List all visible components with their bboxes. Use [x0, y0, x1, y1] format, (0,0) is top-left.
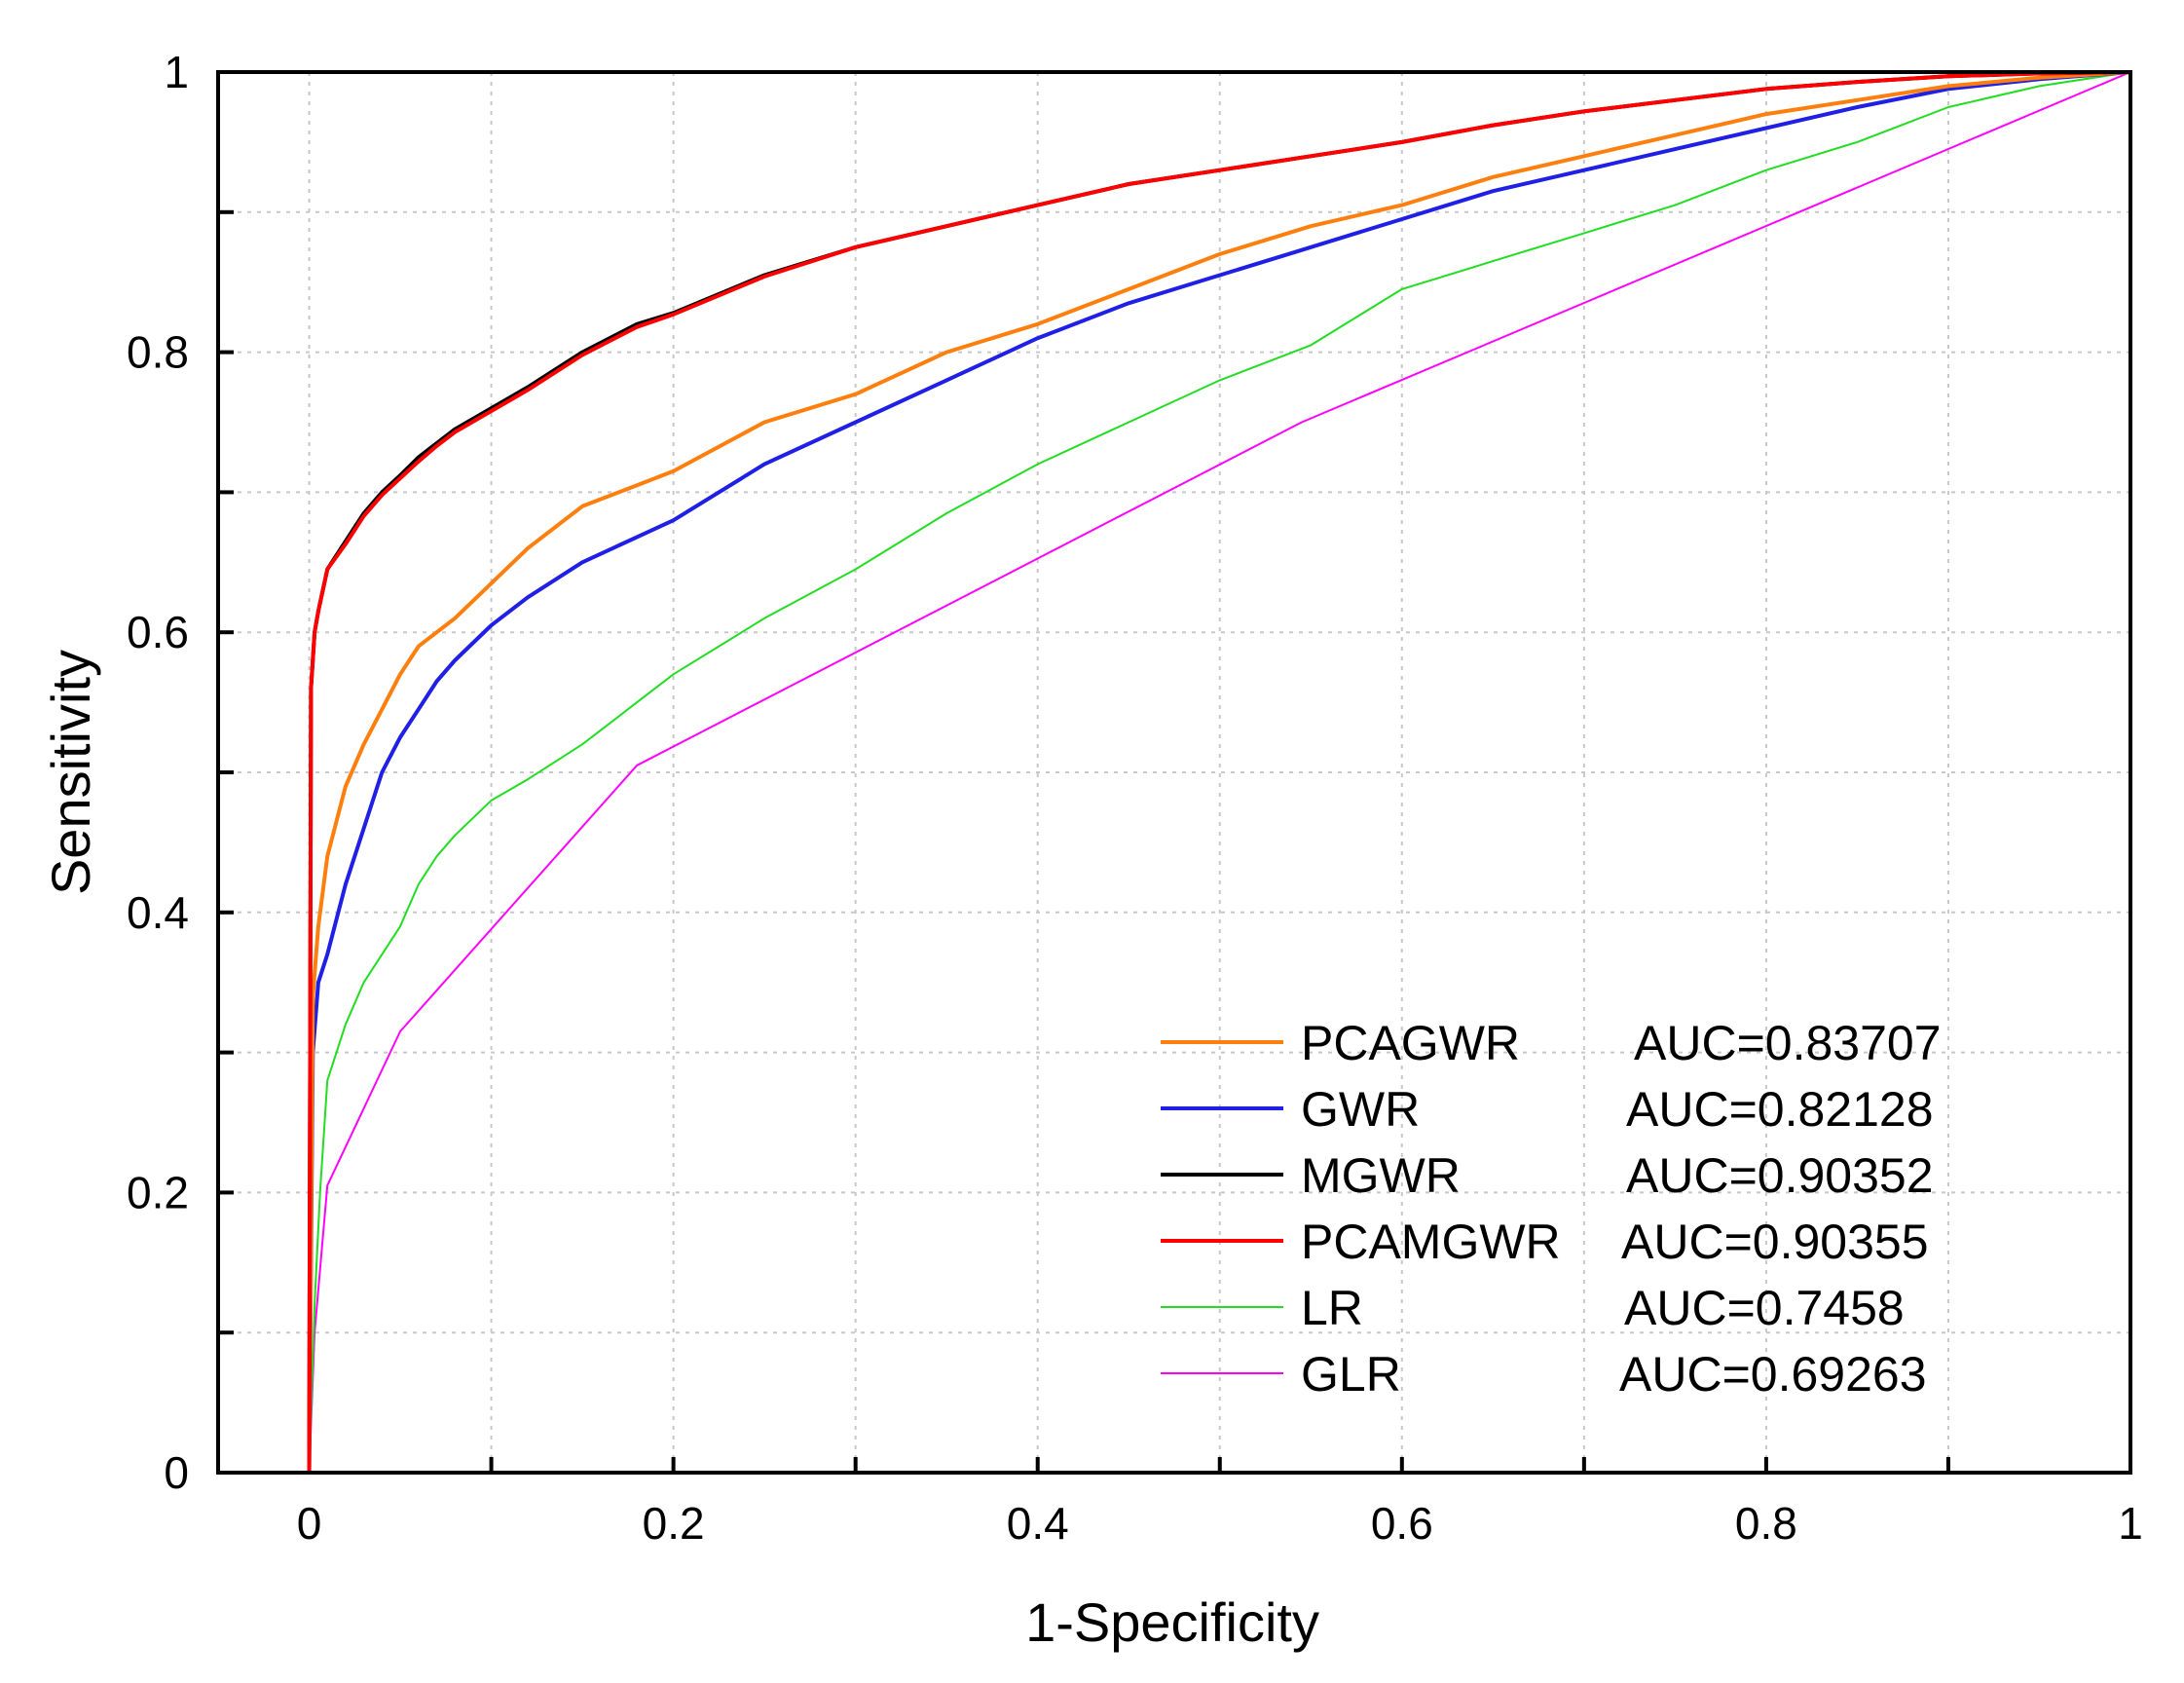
- legend: PCAGWR AUC=0.83707 GWR AUC=0.82128 MGWR AUC=0…: [1161, 1016, 1942, 1402]
- axis-ticks: [218, 209, 1950, 1473]
- y-tick-label: 0: [164, 1447, 189, 1498]
- x-tick-label: 0.2: [643, 1498, 705, 1549]
- series-line-gwr: [307, 70, 2131, 1474]
- legend-auc-gwr: AUC=0.82128: [1626, 1082, 1934, 1137]
- series-line-lr: [308, 71, 2131, 1474]
- legend-label-gwr: GWR: [1301, 1082, 1420, 1137]
- y-axis-title: Sensitivity: [40, 650, 101, 895]
- legend-auc-pcagwr: AUC=0.83707: [1634, 1016, 1942, 1070]
- legend-label-mgwr: MGWR: [1301, 1148, 1461, 1203]
- x-tick-label: 1: [2118, 1498, 2143, 1549]
- legend-auc-mgwr: AUC=0.90352: [1626, 1148, 1934, 1203]
- x-tick-label: 0: [297, 1498, 322, 1549]
- x-tick-label: 0.8: [1735, 1498, 1797, 1549]
- series-lines: [307, 70, 2131, 1474]
- legend-label-pcamgwr: PCAMGWR: [1301, 1215, 1561, 1269]
- grid: [218, 72, 2130, 1473]
- x-tick-label: 0.6: [1371, 1498, 1433, 1549]
- y-tick-label: 1: [164, 47, 189, 97]
- legend-auc-pcamgwr: AUC=0.90355: [1621, 1215, 1929, 1269]
- tick-labels: 0 0.2 0.4 0.6 0.8 1 0 0.2 0.4 0.6 0.8 1: [127, 47, 2143, 1549]
- series-line-pcagwr: [307, 70, 2131, 1474]
- legend-auc-lr: AUC=0.7458: [1624, 1281, 1905, 1335]
- y-tick-label: 0.2: [127, 1167, 189, 1217]
- legend-auc-glr: AUC=0.69263: [1619, 1347, 1927, 1402]
- y-tick-label: 0.8: [127, 327, 189, 378]
- legend-label-lr: LR: [1301, 1281, 1363, 1335]
- legend-label-glr: GLR: [1301, 1347, 1401, 1402]
- plot-frame: [216, 70, 2132, 1475]
- y-tick-label: 0.4: [127, 887, 189, 938]
- x-axis-title: 1-Specificity: [1025, 1591, 1319, 1653]
- series-line-pcamgwr: [307, 70, 2131, 1474]
- x-tick-label: 0.4: [1007, 1498, 1069, 1549]
- y-tick-label: 0.6: [127, 607, 189, 657]
- legend-label-pcagwr: PCAGWR: [1301, 1016, 1520, 1070]
